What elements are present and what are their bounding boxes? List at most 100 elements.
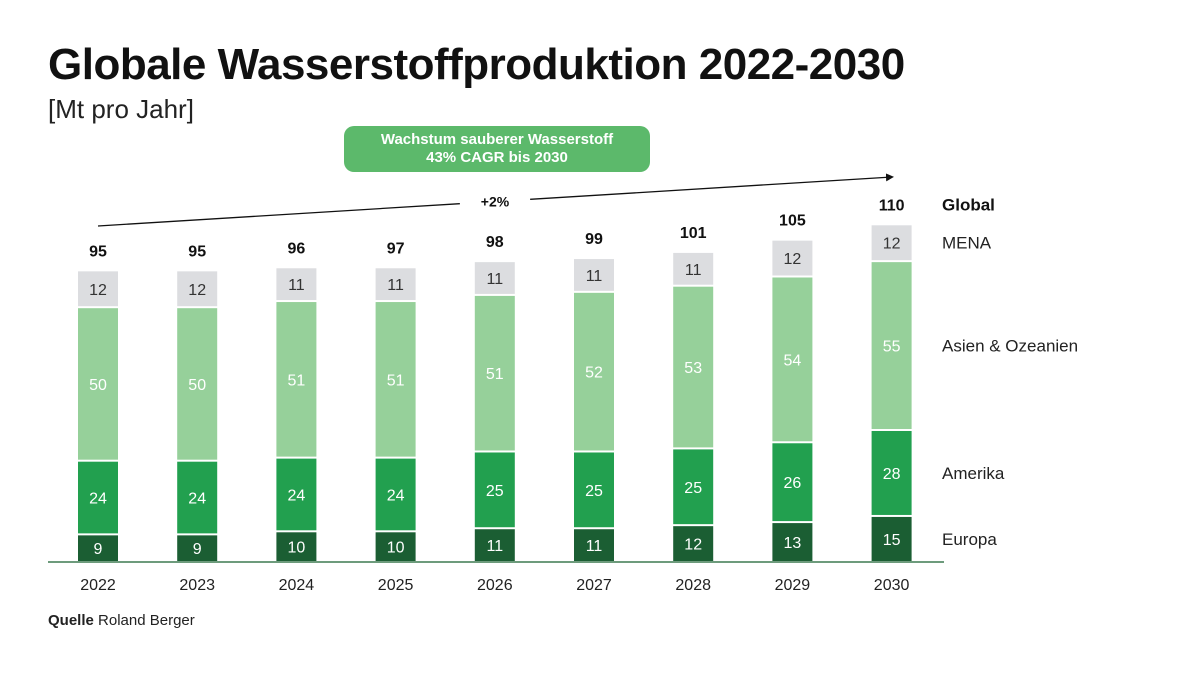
segment-label-asien-2030: 55: [883, 339, 901, 356]
segment-label-mena-2028: 11: [685, 262, 702, 279]
callout-line-1: Wachstum sauberer Wasserstoff: [380, 131, 614, 148]
x-tick-label-2027: 2027: [576, 577, 612, 594]
segment-label-amerika-2029: 26: [784, 475, 802, 492]
bar-segment-mena-2022: [78, 271, 118, 307]
bar-segment-mena-2027: [574, 259, 614, 291]
total-label-2026: 98: [486, 234, 504, 251]
bar-segment-asien-2028: [673, 286, 714, 448]
segment-label-mena-2027: 11: [586, 268, 603, 285]
segment-label-asien-2025: 51: [387, 372, 405, 389]
bar-segment-europa-2030: [871, 516, 912, 561]
bar-segment-europa-2023: [177, 535, 218, 561]
segment-label-mena-2026: 11: [486, 271, 503, 288]
bar-segment-mena-2028: [673, 252, 714, 285]
segment-label-mena-2023: 12: [188, 282, 206, 299]
bar-segment-europa-2022: [78, 535, 118, 561]
segment-label-asien-2029: 54: [784, 352, 802, 369]
bar-segment-mena-2030: [871, 225, 912, 261]
segment-label-amerika-2024: 24: [288, 487, 306, 504]
bar-segment-asien-2022: [78, 308, 118, 460]
x-tick-label-2024: 2024: [279, 577, 315, 594]
bar-segment-amerika-2028: [673, 449, 714, 525]
total-label-2025: 97: [387, 240, 405, 257]
segment-label-asien-2022: 50: [89, 377, 107, 394]
source-note: Quelle Roland Berger: [48, 612, 195, 629]
x-tick-label-2023: 2023: [179, 577, 215, 594]
x-tick-label-2029: 2029: [775, 577, 811, 594]
total-label-2022: 95: [89, 243, 107, 260]
segment-label-amerika-2026: 25: [486, 483, 504, 500]
bar-segment-asien-2024: [276, 302, 317, 457]
legend-label-amerika: Amerika: [942, 464, 1005, 483]
x-tick-label-2030: 2030: [874, 577, 910, 594]
callout-line-2: 43% CAGR bis 2030: [426, 149, 568, 166]
total-label-2024: 96: [288, 240, 306, 257]
bar-segment-europa-2027: [574, 529, 614, 561]
bar-segment-asien-2023: [177, 308, 218, 460]
x-tick-label-2025: 2025: [378, 577, 414, 594]
x-tick-label-2028: 2028: [675, 577, 711, 594]
segment-label-europa-2022: 9: [94, 541, 103, 558]
total-label-2030: 110: [879, 197, 905, 214]
bar-segment-mena-2026: [474, 262, 515, 294]
segment-label-amerika-2025: 24: [387, 487, 405, 504]
source-label: Quelle: [48, 612, 94, 629]
bar-segment-amerika-2030: [871, 430, 912, 515]
bar-segment-asien-2025: [375, 302, 416, 457]
total-label-2027: 99: [585, 231, 603, 248]
segment-label-europa-2023: 9: [193, 541, 202, 558]
bar-segment-amerika-2022: [78, 461, 118, 534]
bar-segment-europa-2028: [673, 526, 714, 561]
growth-rate-label: +2%: [481, 194, 510, 210]
segment-label-europa-2025: 10: [387, 540, 405, 557]
bar-stacks: 9 24 50 12 95 9 24 50 12 95 10 24 51 11 96 10 24 51 11 97 11…: [78, 197, 912, 561]
bar-segment-asien-2027: [574, 292, 614, 451]
bar-segment-asien-2026: [474, 295, 515, 451]
total-label-2028: 101: [680, 225, 707, 242]
bar-segment-asien-2029: [772, 277, 813, 442]
segment-label-mena-2025: 11: [387, 277, 404, 294]
bar-segment-mena-2023: [177, 271, 218, 307]
x-axis: 2022 2023 2024 2025 2026 2027 2028 2029 2030: [48, 561, 944, 594]
segment-label-amerika-2030: 28: [883, 466, 901, 483]
legend-label-mena: MENA: [942, 234, 992, 253]
bar-segment-asien-2030: [871, 262, 912, 429]
segment-label-asien-2027: 52: [585, 365, 603, 382]
bar-segment-amerika-2023: [177, 461, 218, 534]
total-label-2023: 95: [188, 243, 206, 260]
segment-label-amerika-2023: 24: [188, 491, 206, 508]
segment-label-europa-2029: 13: [784, 535, 802, 552]
segment-label-asien-2026: 51: [486, 366, 504, 383]
bar-segment-europa-2026: [474, 529, 515, 561]
growth-callout-badge: Wachstum sauberer Wasserstoff 43% CAGR b…: [344, 126, 650, 172]
bar-segment-amerika-2024: [276, 458, 317, 531]
segment-label-amerika-2028: 25: [684, 480, 702, 497]
segment-label-asien-2024: 51: [288, 372, 306, 389]
bar-segment-amerika-2027: [574, 452, 614, 528]
bar-segment-mena-2024: [276, 268, 317, 301]
segment-label-europa-2027: 11: [586, 538, 603, 555]
legend-label-asien: Asien & Ozeanien: [942, 337, 1078, 356]
growth-trend-arrow: +2%: [97, 173, 894, 227]
x-tick-label-2022: 2022: [80, 577, 116, 594]
segment-label-mena-2029: 12: [784, 251, 802, 268]
segment-label-europa-2026: 11: [486, 538, 503, 555]
bar-segment-europa-2024: [276, 532, 317, 561]
bar-segment-mena-2025: [375, 268, 416, 301]
x-tick-label-2026: 2026: [477, 577, 513, 594]
chart-subtitle-unit: [Mt pro Jahr]: [48, 94, 194, 124]
legend-label-europa: Europa: [942, 530, 997, 549]
segment-label-europa-2028: 12: [684, 537, 702, 554]
segment-label-amerika-2027: 25: [585, 483, 603, 500]
chart-title: Globale Wasserstoffproduktion 2022-2030: [48, 40, 905, 89]
trend-line-right: [530, 173, 894, 200]
segment-label-asien-2023: 50: [188, 377, 206, 394]
segment-label-mena-2024: 11: [288, 277, 305, 294]
segment-label-europa-2030: 15: [883, 532, 901, 549]
bar-segment-europa-2029: [772, 523, 813, 561]
legend-label-global: Global: [942, 195, 995, 214]
bar-segment-amerika-2029: [772, 443, 813, 522]
segment-label-europa-2024: 10: [288, 540, 306, 557]
total-label-2029: 105: [779, 213, 806, 230]
